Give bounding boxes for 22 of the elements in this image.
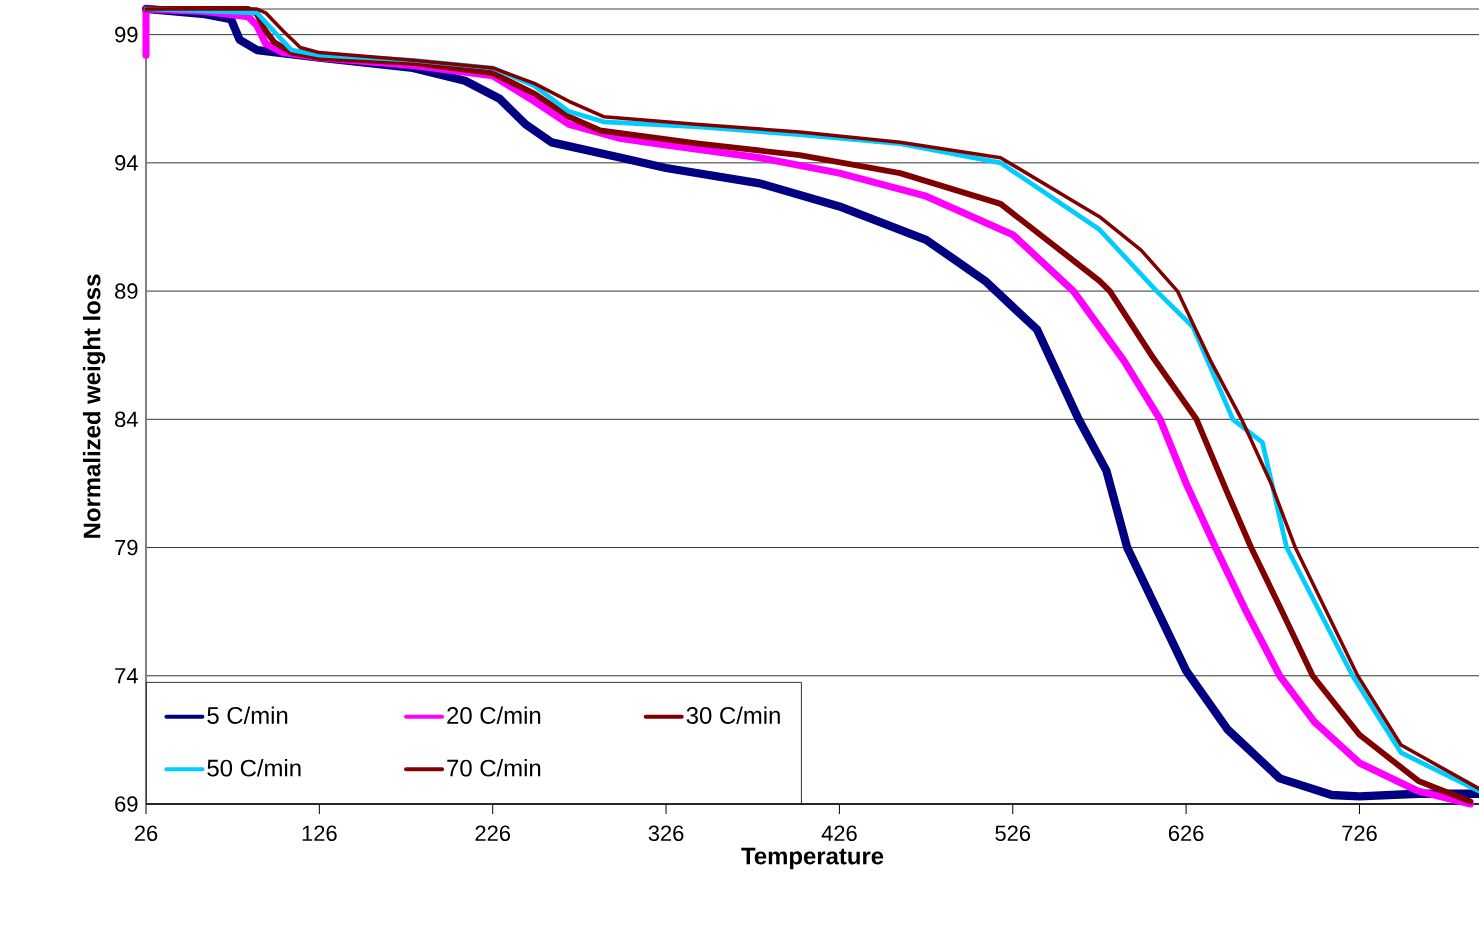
legend-label: 50 C/min (207, 758, 301, 777)
legend-label: 70 C/min (447, 758, 541, 777)
y-tick-label: 94 (115, 155, 138, 171)
y-tick-label: 99 (115, 26, 138, 43)
x-axis-title: Temperature (741, 847, 884, 870)
x-tick-label: 26 (134, 825, 158, 842)
y-tick-label: 69 (115, 796, 138, 812)
legend-label: 5 C/min (207, 706, 288, 724)
y-tick-label: 84 (115, 411, 138, 428)
x-tick-label: 426 (821, 825, 857, 842)
x-tick-label: 226 (475, 825, 511, 842)
y-tick-label: 74 (115, 668, 138, 684)
x-tick-label: 726 (1342, 825, 1377, 842)
x-tick-label: 626 (1168, 825, 1204, 842)
x-tick-label: 526 (995, 825, 1031, 842)
y-axis-title: Normalized weight loss (82, 274, 106, 538)
y-tick-label: 79 (115, 539, 138, 556)
legend-label: 20 C/min (447, 706, 541, 724)
legend-label: 30 C/min (686, 706, 780, 724)
x-tick-label: 126 (302, 825, 337, 842)
x-tick-label: 326 (648, 825, 684, 842)
y-tick-label: 89 (115, 283, 138, 299)
